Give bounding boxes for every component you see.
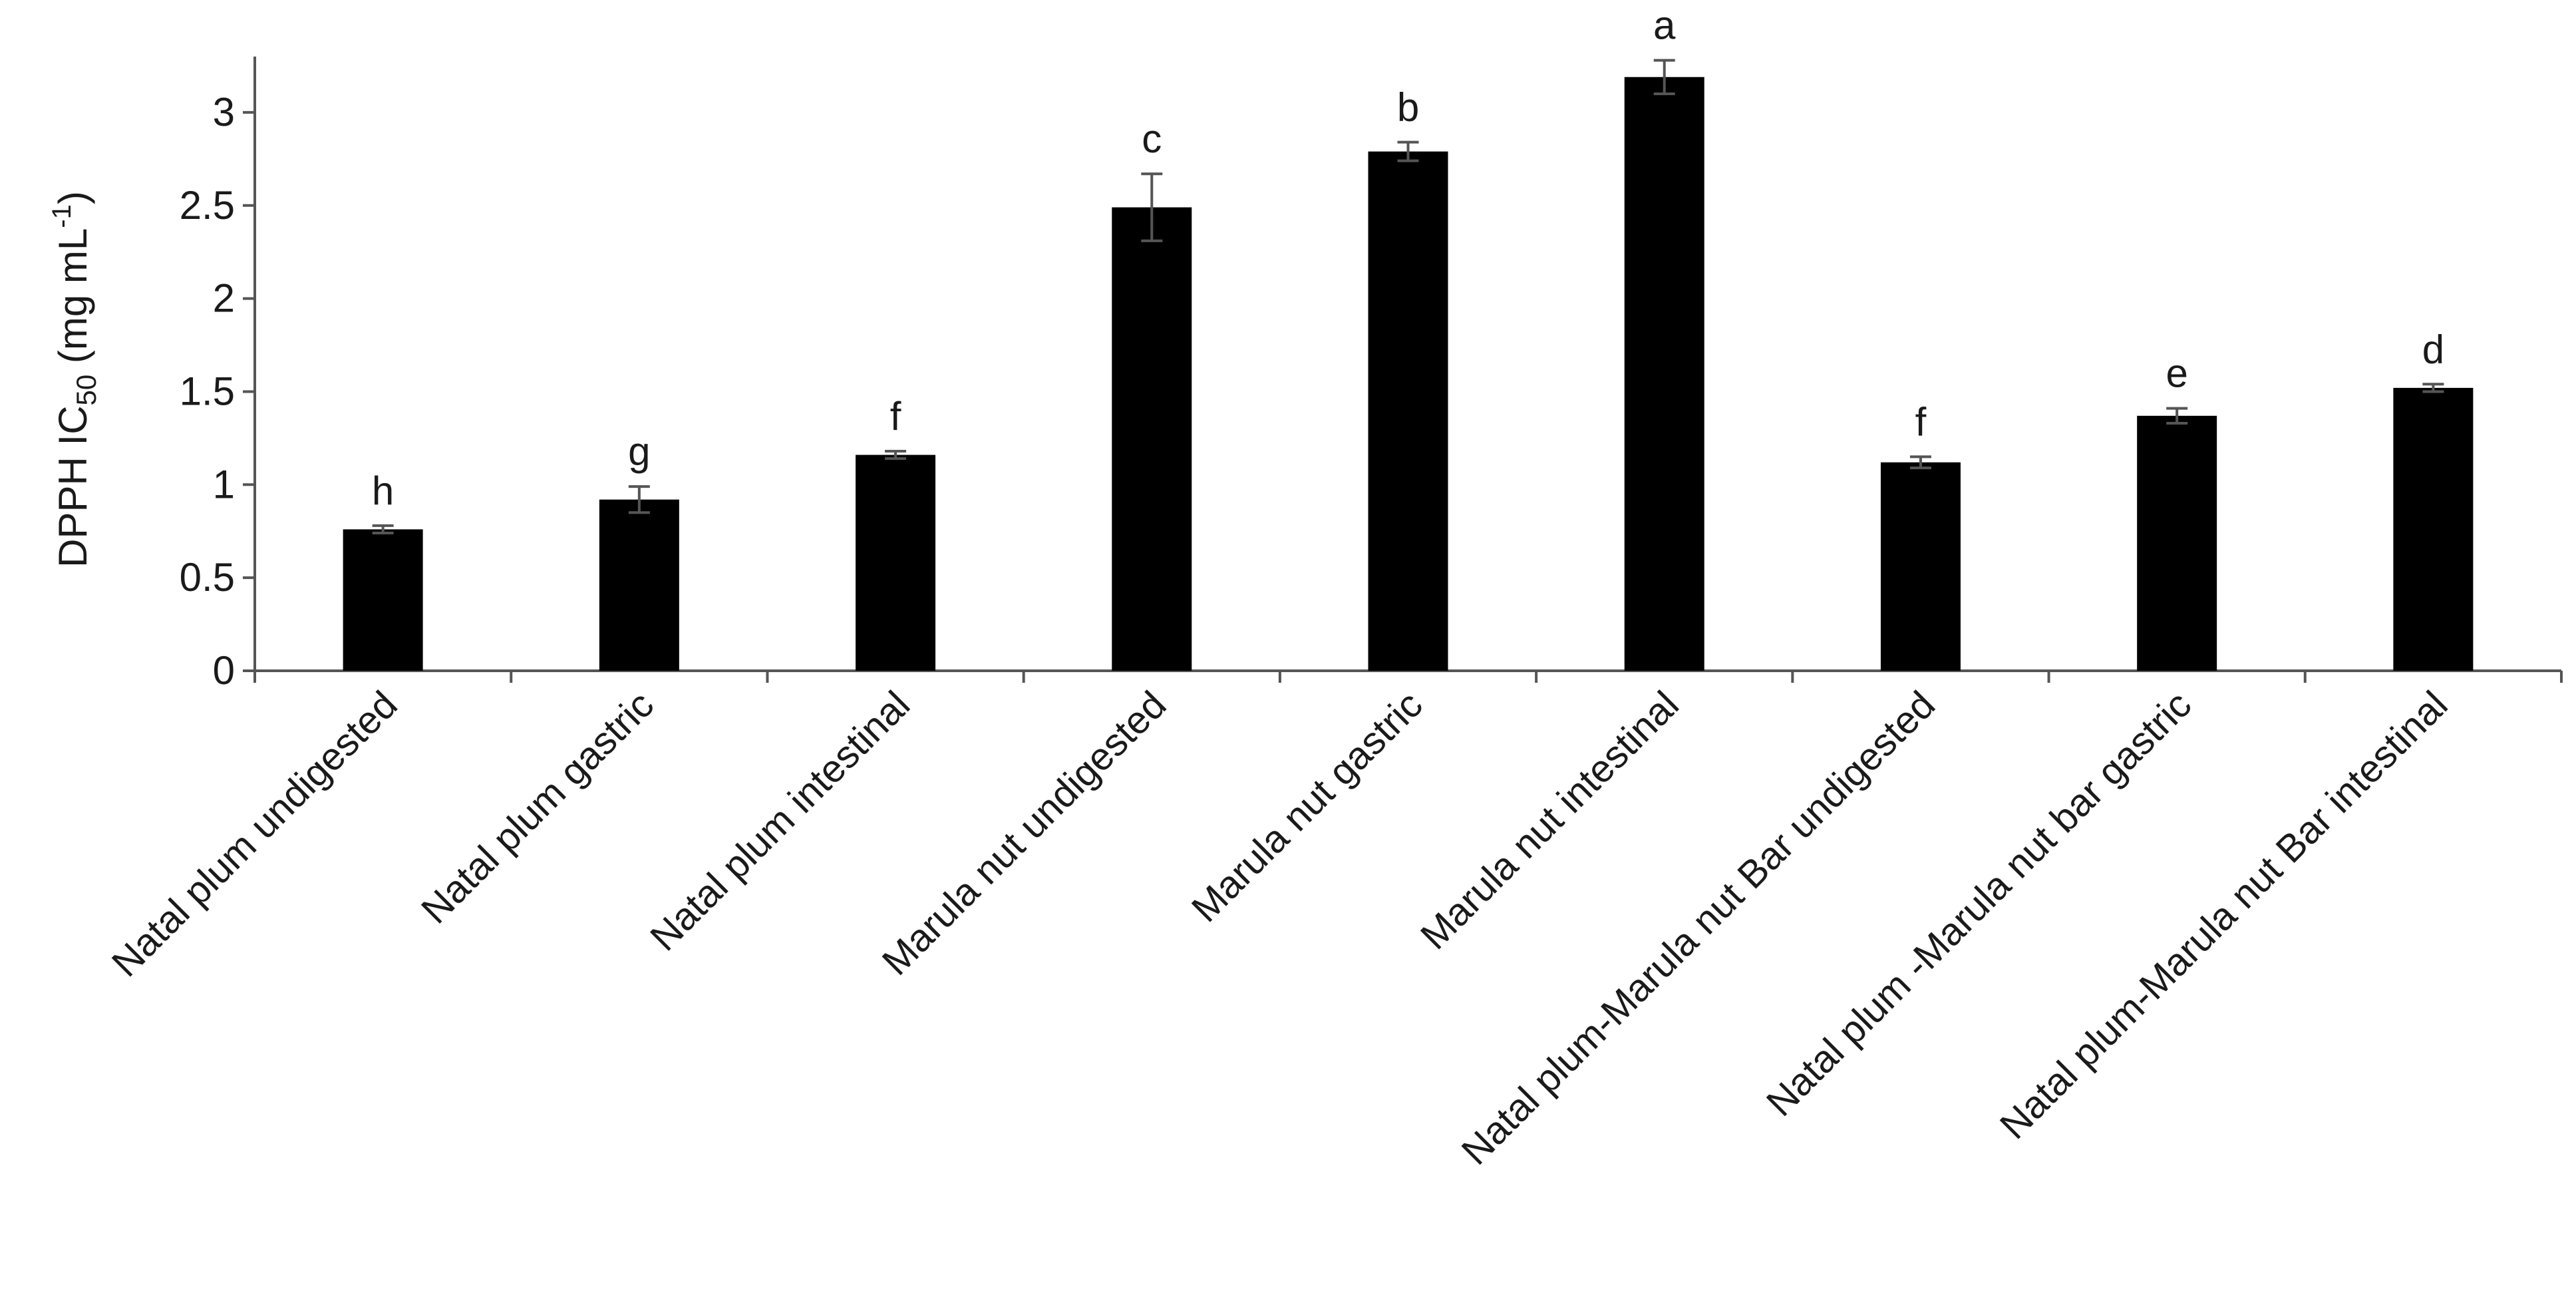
- bar: [2393, 387, 2474, 671]
- y-tick-label: 1: [213, 462, 235, 506]
- category-label: Marula nut undigested: [874, 683, 1175, 984]
- bar: [343, 529, 423, 671]
- bar: [1880, 462, 1961, 671]
- significance-letter: b: [1397, 85, 1419, 130]
- bar: [2137, 415, 2217, 671]
- significance-letter: a: [1653, 3, 1676, 48]
- y-tick-label: 0.5: [180, 555, 235, 600]
- y-axis-title-unit-suffix: ): [51, 191, 95, 204]
- y-axis-title-main: DPPH IC: [51, 405, 95, 567]
- significance-letter: h: [372, 468, 394, 513]
- category-label: Natal plum-Marula nut Bar undigested: [1453, 683, 1943, 1173]
- y-axis-title-unit-prefix: (mg mL: [51, 228, 95, 375]
- bar: [1112, 207, 1192, 671]
- y-axis-title: DPPH IC50 (mg mL-1): [47, 191, 102, 568]
- bar: [856, 455, 936, 671]
- bar: [1368, 151, 1448, 671]
- significance-letter: f: [890, 394, 901, 439]
- significance-letter: c: [1142, 116, 1162, 161]
- category-label: Natal plum gastric: [413, 683, 662, 932]
- significance-letter: f: [1915, 399, 1927, 444]
- category-label: Natal plum intestinal: [642, 683, 918, 959]
- y-axis-title-superscript: -1: [47, 204, 77, 228]
- category-label: Marula nut intestinal: [1412, 683, 1687, 958]
- y-tick-label: 1.5: [180, 369, 235, 413]
- category-label: Natal plum undigested: [104, 683, 406, 985]
- category-label: Natal plum-Marula nut Bar intestinal: [1992, 683, 2456, 1147]
- category-label: Marula nut gastric: [1184, 683, 1431, 930]
- y-tick-label: 2: [213, 276, 235, 321]
- y-tick-label: 0: [213, 648, 235, 693]
- bar: [1624, 77, 1704, 671]
- significance-letter: d: [2422, 327, 2444, 371]
- y-axis-title-subscript: 50: [71, 375, 102, 406]
- y-tick-label: 3: [213, 90, 235, 134]
- significance-letter: e: [2166, 351, 2187, 396]
- y-tick-label: 2.5: [180, 183, 235, 228]
- category-label: Natal plum -Marula nut bar gastric: [1758, 683, 2200, 1125]
- significance-letter: g: [628, 429, 650, 474]
- bar: [599, 499, 679, 671]
